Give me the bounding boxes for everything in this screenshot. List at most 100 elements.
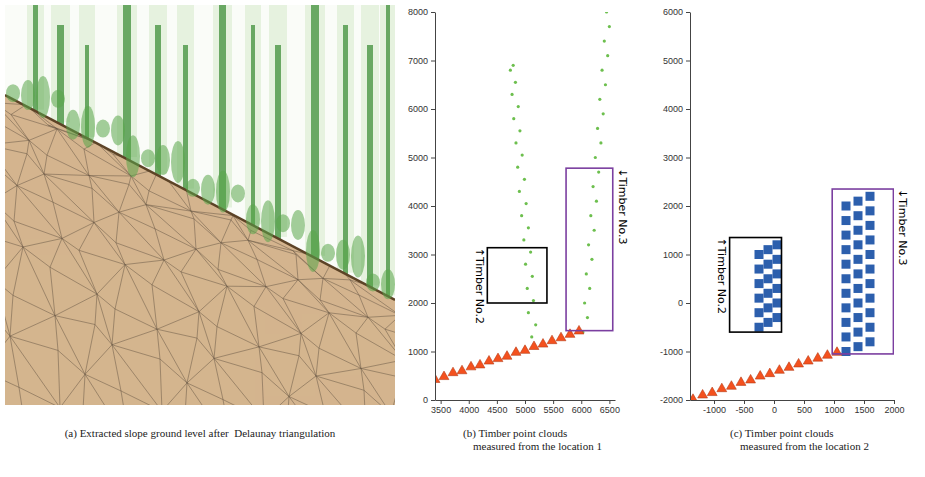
shrub	[231, 184, 245, 202]
tick-label: 3500	[431, 405, 451, 415]
tick: 1500	[854, 400, 874, 415]
tick: 3000	[408, 250, 435, 260]
tick-label: 4000	[408, 201, 428, 211]
mesh-edge	[112, 309, 115, 345]
mesh-edge	[187, 338, 197, 383]
render-panel	[5, 5, 395, 405]
mesh-edge	[79, 250, 125, 264]
mesh-edge	[5, 371, 28, 405]
annotation-label: ↑Timber No.2	[715, 238, 728, 314]
mesh-edge	[92, 188, 119, 212]
tree-trunk	[275, 45, 281, 243]
data-point	[591, 185, 594, 188]
data-point	[599, 141, 602, 144]
shrub	[306, 230, 320, 272]
shrub	[291, 210, 305, 240]
shrub	[201, 175, 215, 205]
mesh-edge	[85, 325, 95, 375]
mesh-edge	[95, 325, 112, 345]
shrub	[66, 110, 80, 140]
mesh-edge	[119, 212, 164, 260]
data-point	[854, 299, 863, 308]
data-point	[605, 12, 608, 14]
mesh-edge	[162, 383, 187, 405]
tick-mark	[686, 303, 690, 304]
data-point	[842, 318, 851, 327]
annotation-label: ↓Timber No.3	[616, 168, 629, 244]
data-point	[866, 308, 875, 317]
mesh-edge	[50, 267, 55, 315]
data-point	[529, 250, 532, 253]
mesh-edge	[385, 315, 395, 329]
data-point	[854, 240, 863, 249]
mesh-edge	[85, 345, 112, 375]
tick-mark	[431, 158, 435, 159]
mesh-edge	[217, 327, 259, 347]
shrub	[216, 171, 230, 213]
tick: 2000	[663, 201, 690, 211]
mesh-edge	[115, 265, 125, 309]
mesh-edge	[58, 350, 60, 405]
data-point	[604, 83, 607, 86]
tick-mark	[894, 400, 895, 404]
data-point	[527, 226, 530, 229]
data-point	[794, 358, 804, 367]
mesh-edge	[95, 294, 97, 324]
data-point	[593, 229, 596, 232]
mesh-edge	[94, 223, 116, 243]
axis-line	[690, 13, 691, 401]
data-point	[764, 318, 773, 327]
tick: 5000	[408, 153, 435, 163]
mesh-edge	[116, 212, 119, 243]
axis-line	[691, 400, 895, 401]
tick: 7000	[408, 56, 435, 66]
mesh-edge	[164, 260, 199, 312]
shrub	[351, 236, 365, 278]
tick: 1000	[408, 347, 435, 357]
data-point	[538, 339, 548, 348]
mesh-edge	[196, 243, 221, 249]
mesh-edge	[5, 201, 14, 221]
tick-label: 1500	[854, 405, 874, 415]
data-point	[866, 250, 875, 259]
tick-mark	[744, 400, 745, 404]
render-background	[5, 5, 395, 405]
tree-trunk	[386, 5, 390, 301]
mesh-edge	[5, 280, 13, 295]
data-point	[522, 238, 525, 241]
data-point	[755, 279, 764, 288]
tick-label: 2000	[884, 405, 904, 415]
shrub	[6, 84, 20, 102]
tick-mark	[864, 400, 865, 404]
data-point	[746, 374, 756, 383]
data-point	[521, 153, 524, 156]
mesh-edge	[97, 265, 125, 295]
annotation-box	[566, 168, 613, 330]
mesh-edge	[299, 356, 316, 376]
data-point	[603, 40, 606, 43]
mesh-edge	[125, 265, 152, 285]
mesh-edge	[29, 140, 47, 155]
caption: (b) Timber point cloudsmeasured from the…	[463, 427, 602, 452]
mesh-edge	[227, 286, 266, 287]
mesh-edge	[157, 312, 199, 330]
ground-surface	[5, 95, 395, 405]
mesh-edge	[296, 255, 298, 280]
mesh-edge	[29, 140, 44, 174]
mesh-edge	[10, 295, 13, 336]
mesh-edge	[231, 220, 248, 240]
data-point	[484, 356, 494, 365]
mesh	[5, 84, 395, 405]
data-point	[842, 332, 851, 341]
mesh-edge	[47, 129, 57, 155]
mesh-edge	[262, 373, 289, 397]
tick-label: 4000	[459, 405, 479, 415]
mesh-edge	[53, 202, 94, 222]
mesh-edge	[248, 240, 257, 259]
mesh-edge	[55, 316, 95, 325]
tick-mark	[581, 400, 582, 404]
mesh-edge	[289, 376, 316, 397]
data-point	[690, 394, 698, 400]
data-point	[866, 337, 875, 346]
data-point	[532, 299, 535, 302]
